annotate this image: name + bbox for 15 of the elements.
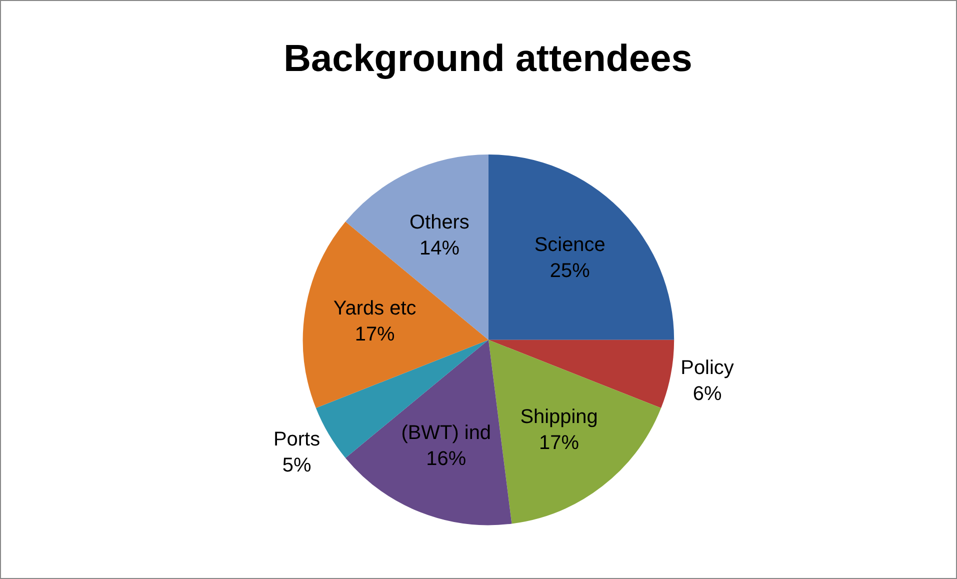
data-label: 17%	[354, 323, 396, 346]
chart-title: Background attendees	[284, 38, 692, 80]
data-label: 25%	[550, 260, 590, 282]
data-label: 16%	[426, 448, 466, 470]
data-label: 17%	[539, 432, 580, 454]
slice-label: Science	[534, 234, 606, 256]
slice-label: Others	[410, 211, 470, 234]
slice-label: (BWT) ind	[401, 422, 492, 444]
slice-label: Ports	[273, 428, 320, 451]
data-label: 14%	[420, 237, 460, 260]
slice-label: Yards etc	[333, 297, 416, 320]
slice-label: Policy	[680, 357, 734, 380]
slice-label: Shipping	[520, 406, 598, 428]
data-label: 6%	[692, 382, 722, 405]
data-label: 5%	[282, 454, 312, 476]
